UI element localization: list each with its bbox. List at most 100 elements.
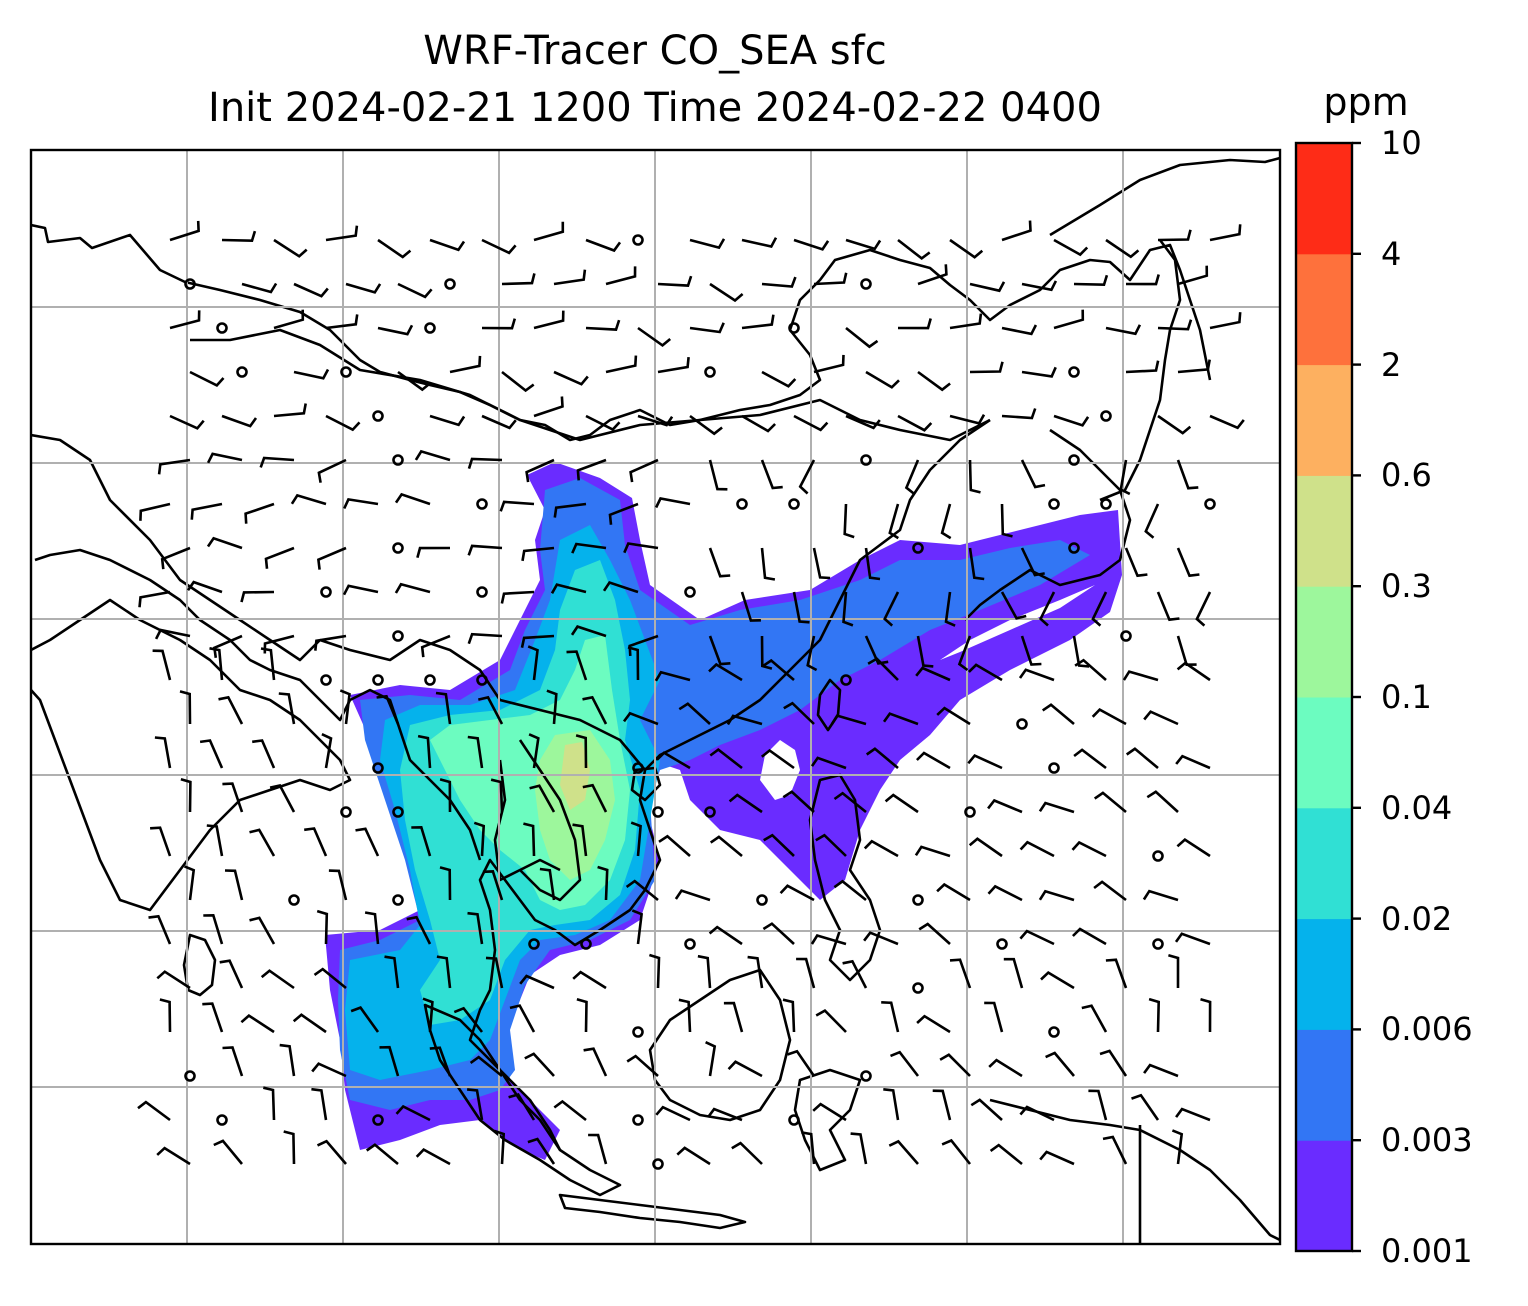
coastline-taiwan — [816, 678, 842, 732]
wind-barb — [342, 584, 379, 596]
wind-barb — [241, 282, 278, 294]
wind-barb — [313, 967, 347, 990]
wind-barb — [493, 1129, 506, 1165]
wind-barb — [1072, 635, 1090, 668]
wind-barb — [467, 457, 503, 469]
wind-barb — [415, 1147, 451, 1166]
wind-barb — [760, 547, 776, 581]
wind-barb — [206, 824, 224, 857]
wind-barb — [916, 635, 934, 668]
wind-barb — [793, 238, 830, 251]
wind-barb — [709, 282, 744, 303]
coastline-india — [31, 598, 352, 912]
wind-barb — [576, 458, 607, 481]
wind-barb — [467, 911, 484, 945]
wind-barb — [897, 318, 932, 330]
coastline-myanmar-india — [34, 548, 482, 861]
coastline-northeast — [1049, 156, 1280, 237]
coastline-sumatra — [423, 1003, 622, 1197]
wind-barb — [657, 275, 693, 287]
wind-barb — [968, 837, 1003, 858]
wind-barb — [1177, 265, 1209, 286]
calm-wind-marker — [1152, 850, 1164, 862]
wind-barb — [1000, 503, 1013, 538]
wind-barb — [1045, 1051, 1075, 1077]
wind-barb — [843, 503, 855, 539]
calm-wind-marker — [392, 894, 404, 906]
calm-wind-marker — [320, 674, 332, 686]
tracer-gap-ocean — [940, 585, 1095, 660]
wind-barb — [384, 955, 400, 989]
wind-barb — [279, 1043, 296, 1077]
wind-barb — [967, 663, 1003, 682]
calm-wind-marker — [912, 982, 924, 994]
wind-barb — [429, 1046, 452, 1077]
wind-barb — [833, 879, 867, 902]
wind-barb — [1093, 791, 1127, 814]
colorbar-segment — [1296, 918, 1352, 1030]
wind-barb — [377, 324, 414, 336]
wind-barb — [1105, 324, 1142, 336]
wind-barb — [406, 915, 432, 945]
calm-wind-marker — [860, 278, 872, 290]
wind-barb — [485, 956, 504, 989]
wind-barb — [527, 1137, 556, 1165]
wind-barb — [249, 916, 276, 945]
wind-barb — [550, 583, 587, 594]
wind-barb — [395, 1104, 431, 1122]
coastline-japan — [1099, 239, 1182, 502]
wind-barb — [1038, 591, 1056, 627]
wind-barb — [917, 370, 951, 392]
colorbar-segment — [1296, 143, 1352, 255]
wind-barb — [222, 1046, 244, 1077]
wind-barb — [439, 866, 452, 901]
wind-barb — [850, 1132, 868, 1165]
wind-barb — [377, 238, 412, 259]
wind-barb — [949, 958, 972, 989]
wind-barb — [1038, 801, 1075, 814]
wind-barb — [467, 735, 484, 769]
wind-barb — [213, 1139, 244, 1165]
wind-barb — [1093, 880, 1127, 902]
wind-barb — [988, 1058, 1023, 1078]
wind-barb — [533, 221, 565, 242]
wind-barb — [576, 997, 588, 1033]
wind-barb — [796, 957, 816, 989]
wind-barb — [137, 1100, 171, 1122]
wind-barb — [628, 634, 659, 656]
wind-barb — [206, 536, 243, 550]
calm-wind-marker — [444, 278, 456, 290]
wind-barb — [779, 884, 815, 902]
wind-barb — [1125, 274, 1160, 286]
wind-barb — [292, 1013, 327, 1034]
wind-barb — [263, 1086, 276, 1121]
wind-barb — [969, 361, 1004, 374]
calm-wind-marker — [184, 1070, 196, 1082]
wind-barb — [1146, 790, 1179, 813]
calm-wind-marker — [424, 322, 436, 334]
calm-wind-marker — [652, 806, 664, 818]
wind-barb — [623, 542, 659, 554]
colorbar-tick-label: 0.006 — [1381, 1010, 1473, 1049]
wind-barb — [478, 695, 504, 725]
wind-barb — [180, 777, 192, 813]
wind-barb — [221, 230, 257, 243]
calm-wind-marker — [704, 366, 716, 378]
calm-wind-marker — [652, 1158, 664, 1170]
wind-barb — [321, 733, 333, 769]
wind-barb — [264, 546, 295, 569]
wind-barb — [1168, 954, 1180, 988]
wind-barb — [1001, 324, 1038, 336]
wind-barb — [218, 695, 244, 725]
coastline-new-guinea — [989, 1098, 1280, 1242]
wind-barb — [1144, 503, 1160, 539]
wind-barb — [221, 414, 258, 428]
wind-barb — [1143, 710, 1179, 726]
colorbar-tick-label: 0.003 — [1381, 1121, 1473, 1160]
wind-barb — [941, 1138, 972, 1165]
calm-wind-marker — [372, 410, 384, 422]
wind-barb — [553, 370, 589, 386]
wind-barb — [1105, 238, 1140, 259]
wind-barb — [160, 546, 191, 570]
calm-wind-marker — [392, 630, 404, 642]
